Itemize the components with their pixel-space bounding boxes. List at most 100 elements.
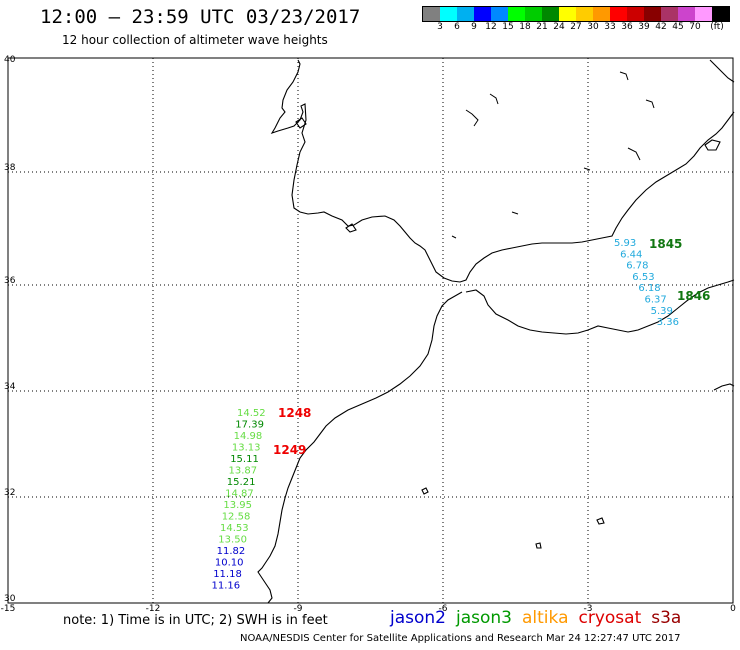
colorbar (422, 6, 730, 22)
track-time-label: 1845 (649, 237, 682, 251)
track-time-label: 1248 (278, 406, 311, 420)
colorbar-label: 45 (672, 22, 684, 32)
coastline-north-africa (465, 279, 735, 335)
coastline (257, 59, 735, 604)
colorbar-label: 24 (553, 22, 565, 32)
wave-height-label: 11.18 (213, 569, 242, 580)
wave-height-label: 13.13 (232, 443, 261, 454)
satellite-legend: jason2 jason3 altika cryosat s3a (390, 608, 691, 628)
track-jason3-mediterranean: 5.936.446.786.536.186.375.393.36 1845 1846 (614, 237, 710, 328)
colorbar-label: 21 (536, 22, 548, 32)
page-title: 12:00 – 23:59 UTC 03/23/2017 (40, 6, 361, 28)
lon-tick-label: -6 (439, 604, 448, 614)
wave-height-label: 11.82 (217, 546, 246, 557)
colorbar-swatch (440, 7, 457, 21)
river-6 (583, 167, 591, 171)
colorbar-label: 42 (655, 22, 667, 32)
lat-tick-label: 32 (4, 488, 15, 498)
river-7 (511, 211, 519, 215)
colorbar-label: 27 (570, 22, 582, 32)
satellite-legend-altika: altika (522, 608, 569, 628)
track-time-label: 1249 (273, 443, 306, 457)
wave-height-label: 6.78 (626, 261, 648, 272)
colorbar-label: 6 (454, 22, 460, 32)
colorbar-label: 33 (604, 22, 616, 32)
coastline-cadiz (345, 223, 357, 233)
island-balearic (704, 139, 721, 151)
river-8 (451, 235, 457, 239)
wave-height-label: 14.98 (234, 431, 263, 442)
colorbar-label: 15 (502, 22, 514, 32)
colorbar-swatch (474, 7, 491, 21)
wave-height-label: 6.18 (638, 283, 660, 294)
satellite-legend-s3a: s3a (651, 608, 682, 628)
colorbar-label: 39 (638, 22, 650, 32)
colorbar-swatch (576, 7, 593, 21)
note-text: note: 1) Time is in UTC; 2) SWH is in fe… (63, 613, 328, 628)
colorbar-swatch (491, 7, 508, 21)
colorbar-swatch (423, 7, 440, 21)
lon-tick-label: 0 (730, 604, 736, 614)
wave-height-label: 5.39 (651, 306, 673, 317)
coastline-east-2 (709, 59, 735, 83)
river-3 (619, 71, 629, 81)
wave-height-label: 14.53 (220, 523, 249, 534)
lat-tick-label: 30 (4, 594, 16, 604)
island-small-2 (535, 542, 542, 549)
colorbar-swatch (508, 7, 525, 21)
wave-height-label: 17.39 (235, 420, 264, 431)
lat-tick-label: 38 (4, 163, 16, 173)
lon-tick-label: -15 (1, 604, 16, 614)
wave-height-label: 6.37 (645, 295, 667, 306)
colorbar-swatch (627, 7, 644, 21)
lat-tick-label: 36 (4, 276, 16, 286)
wave-height-label: 13.50 (218, 535, 247, 546)
colorbar-swatch (559, 7, 576, 21)
colorbar-label: 9 (471, 22, 477, 32)
lat-tick-label: 40 (4, 55, 16, 65)
colorbar-label: 3 (437, 22, 443, 32)
wave-height-label: 11.16 (212, 581, 241, 592)
coastline-tagus (295, 117, 307, 129)
coastline-east (713, 383, 735, 391)
river-2 (489, 93, 499, 105)
wave-height-label: 15.11 (230, 454, 259, 465)
colorbar-swatch (593, 7, 610, 21)
colorbar-swatch (542, 7, 559, 21)
wave-height-label: 13.95 (223, 500, 252, 511)
colorbar-label: 70 (689, 22, 701, 32)
satellite-legend-cryosat: cryosat (578, 608, 642, 628)
wave-height-label: 5.93 (614, 238, 636, 249)
colorbar-label: 12 (485, 22, 497, 32)
map-frame (7, 57, 734, 604)
track-jason3-atlantic: 14.5217.3914.9813.1315.1113.8715.2114.87… (212, 406, 312, 592)
coastline-portugal (270, 59, 735, 283)
lon-tick-label: -3 (584, 604, 593, 614)
track-time-label: 1846 (677, 289, 710, 303)
inland-features (451, 71, 655, 239)
axis-tick-labels: 40 38 36 34 32 30-15 -12 -9 -6 -3 0 (1, 55, 736, 614)
colorbar-label: 36 (621, 22, 633, 32)
satellite-legend-jason3: jason3 (456, 608, 512, 628)
satellite-legend-jason2: jason2 (390, 608, 446, 628)
wave-height-label: 3.36 (657, 317, 679, 328)
wave-height-label: 6.44 (620, 249, 642, 260)
river-1 (465, 109, 479, 127)
footer-credit: NOAA/NESDIS Center for Satellite Applica… (240, 633, 681, 644)
colorbar-swatch (457, 7, 474, 21)
wave-height-label: 14.87 (225, 489, 254, 500)
colorbar-swatch (695, 7, 712, 21)
page-subtitle: 12 hour collection of altimeter wave hei… (62, 33, 328, 47)
lat-tick-label: 34 (4, 382, 16, 392)
lon-tick-label: -12 (146, 604, 161, 614)
colorbar-swatch (678, 7, 695, 21)
island-alboran (421, 487, 429, 495)
wave-height-label: 10.10 (215, 558, 244, 569)
colorbar-swatch (644, 7, 661, 21)
colorbar-label: (ft) (710, 22, 724, 32)
colorbar-swatch (661, 7, 678, 21)
colorbar-swatch (712, 7, 729, 21)
wave-height-label: 6.53 (632, 272, 654, 283)
